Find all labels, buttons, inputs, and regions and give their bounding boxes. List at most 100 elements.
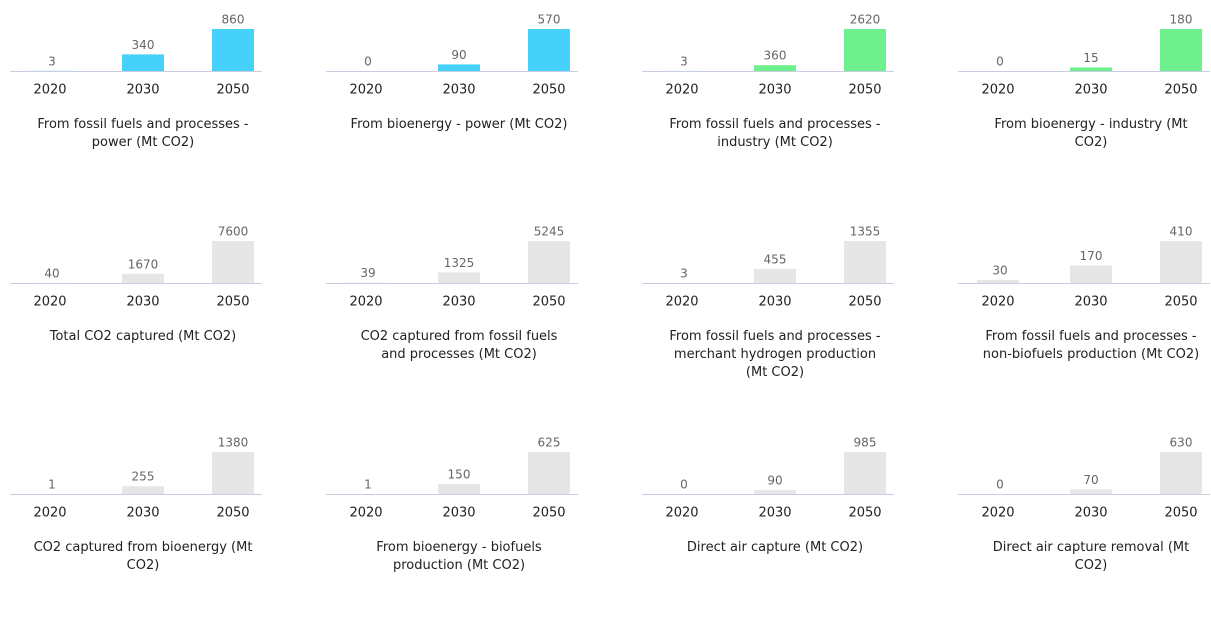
- chart-title: From bioenergy - biofuels production (Mt…: [349, 539, 569, 575]
- x-tick-label: 2020: [665, 83, 698, 98]
- chart-title: From bioenergy - power (Mt CO2): [349, 116, 569, 134]
- bar: [844, 29, 886, 71]
- chart-title: Direct air capture removal (Mt CO2): [981, 539, 1201, 575]
- value-label: 0: [996, 55, 1004, 69]
- chart-title: From fossil fuels and processes - power …: [33, 116, 253, 152]
- value-label: 1380: [218, 436, 249, 450]
- value-label: 360: [764, 49, 787, 63]
- x-tick-label: 2020: [33, 506, 66, 521]
- value-label: 1: [364, 477, 372, 491]
- bar: [438, 272, 480, 283]
- bar: [1070, 489, 1112, 494]
- value-label: 410: [1170, 225, 1193, 239]
- value-label: 340: [132, 38, 155, 52]
- bar: [844, 241, 886, 283]
- chart-title: Direct air capture (Mt CO2): [665, 539, 885, 557]
- bar: [438, 484, 480, 494]
- value-label: 90: [451, 48, 466, 62]
- value-label: 860: [222, 13, 245, 27]
- value-label: 1: [48, 477, 56, 491]
- value-label: 180: [1170, 13, 1193, 27]
- x-tick-label: 2030: [758, 83, 791, 98]
- value-label: 3: [680, 266, 688, 280]
- bar: [1070, 266, 1112, 283]
- value-label: 630: [1170, 436, 1193, 450]
- chart-title: From bioenergy - industry (Mt CO2): [981, 116, 1201, 152]
- x-tick-label: 2030: [758, 506, 791, 521]
- x-tick-label: 2050: [216, 295, 249, 310]
- bar: [1160, 241, 1202, 283]
- bar: [754, 490, 796, 494]
- bar: [212, 29, 254, 71]
- bar: [212, 452, 254, 494]
- x-tick-label: 2030: [1074, 295, 1107, 310]
- x-tick-label: 2020: [349, 295, 382, 310]
- chart-svg: 40 2020 1670 2030 7600 2050: [10, 212, 280, 317]
- value-label: 90: [767, 474, 782, 488]
- value-label: 1670: [128, 257, 159, 271]
- x-tick-label: 2050: [1164, 295, 1197, 310]
- x-tick-label: 2030: [442, 83, 475, 98]
- value-label: 15: [1083, 51, 1098, 65]
- value-label: 625: [538, 436, 561, 450]
- value-label: 3: [48, 54, 56, 68]
- chart: 40 2020 1670 2030 7600 2050 Total CO2 captured…: [10, 212, 290, 424]
- chart-svg: 1 2020 150 2030 625 2050: [326, 423, 596, 528]
- x-tick-label: 2050: [216, 506, 249, 521]
- x-tick-label: 2050: [848, 83, 881, 98]
- chart: 0 2020 90 2030 570 2050 From bioenergy - power…: [326, 0, 606, 212]
- bar: [1070, 68, 1112, 72]
- chart-title: From fossil fuels and processes - mercha…: [665, 328, 885, 382]
- chart-title: CO2 captured from fossil fuels and proce…: [349, 328, 569, 364]
- bar: [528, 29, 570, 71]
- value-label: 0: [364, 55, 372, 69]
- bar: [438, 64, 480, 71]
- bar: [528, 241, 570, 283]
- x-tick-label: 2020: [981, 83, 1014, 98]
- value-label: 7600: [218, 225, 249, 239]
- x-tick-label: 2020: [33, 295, 66, 310]
- chart-title: CO2 captured from bioenergy (Mt CO2): [33, 539, 253, 575]
- bar: [122, 274, 164, 283]
- value-label: 170: [1080, 249, 1103, 263]
- bar: [1160, 29, 1202, 71]
- bar: [122, 486, 164, 494]
- chart-title: From fossil fuels and processes - non-bi…: [981, 328, 1201, 364]
- x-tick-label: 2030: [126, 295, 159, 310]
- x-tick-label: 2050: [848, 295, 881, 310]
- value-label: 150: [448, 467, 471, 481]
- x-tick-label: 2050: [532, 506, 565, 521]
- x-tick-label: 2020: [349, 83, 382, 98]
- x-tick-label: 2020: [349, 506, 382, 521]
- chart-title: Total CO2 captured (Mt CO2): [33, 328, 253, 346]
- bar: [212, 241, 254, 283]
- x-tick-label: 2020: [665, 506, 698, 521]
- bar: [122, 54, 164, 71]
- x-tick-label: 2020: [665, 295, 698, 310]
- bar: [1160, 452, 1202, 494]
- value-label: 985: [854, 436, 877, 450]
- x-tick-label: 2030: [442, 506, 475, 521]
- bar: [977, 280, 1019, 283]
- x-tick-label: 2050: [532, 83, 565, 98]
- value-label: 0: [996, 478, 1004, 492]
- chart-title: From fossil fuels and processes - indust…: [665, 116, 885, 152]
- value-label: 40: [44, 266, 59, 280]
- x-tick-label: 2030: [126, 83, 159, 98]
- value-label: 455: [764, 252, 787, 266]
- value-label: 39: [360, 266, 375, 280]
- value-label: 570: [538, 13, 561, 27]
